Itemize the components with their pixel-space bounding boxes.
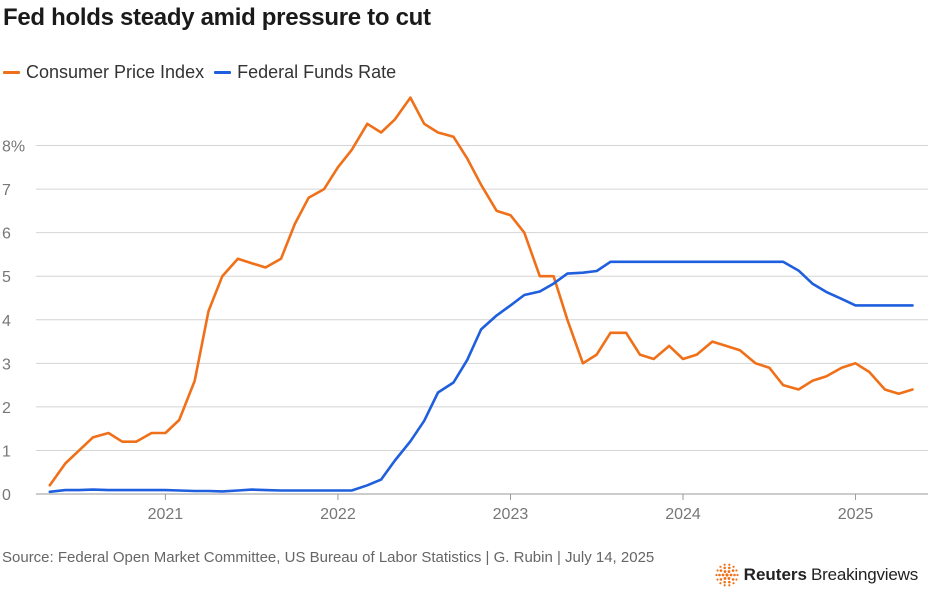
brand-product: Breakingviews [810, 565, 918, 584]
brand-name: Reuters [743, 565, 807, 584]
logo-dot [731, 578, 735, 581]
legend-label-cpi: Consumer Price Index [26, 62, 205, 82]
series-line-federal-funds-rate [48, 260, 914, 494]
y-tick-label: 2 [2, 400, 11, 417]
logo-dot [732, 573, 736, 577]
logo-dot [736, 573, 739, 577]
legend-label-fed-funds: Federal Funds Rate [237, 62, 397, 82]
logo-dot [719, 569, 722, 572]
gridlines [36, 145, 928, 495]
y-tick-label: 6 [2, 226, 11, 243]
reuters-dot-logo-icon [715, 563, 739, 587]
legend-swatch-cpi [3, 71, 20, 74]
logo-dot [735, 569, 738, 572]
logo-dot [727, 577, 731, 580]
y-axis-tick-labels: 0 1 2 3 4 5 6 7 8% [2, 139, 25, 504]
source-footnote: Source: Federal Open Market Committee, U… [2, 549, 655, 566]
y-tick-label: 0 [2, 487, 11, 504]
legend: Consumer Price Index Federal Funds Rate [3, 62, 406, 83]
logo-dot [727, 584, 731, 587]
chart-title: Fed holds steady amid pressure to cut [3, 4, 431, 31]
logo-dot [727, 566, 731, 570]
logo-dot [725, 573, 729, 577]
logo-dot [719, 578, 722, 581]
logo-dot [727, 563, 731, 566]
logo-dot [723, 570, 727, 573]
logo-dot [719, 582, 722, 585]
logo-dot [732, 565, 735, 568]
x-tick-label: 2021 [148, 506, 184, 523]
logo-dot [731, 569, 735, 572]
logo-dot [729, 573, 733, 577]
logo-dot [723, 584, 726, 587]
logo-dot [717, 573, 721, 577]
logo-dot [716, 578, 719, 581]
y-tick-label: 3 [2, 356, 11, 373]
brand-logo: Reuters Breakingviews [715, 563, 918, 587]
x-tick-label: 2023 [493, 506, 529, 523]
y-tick-label: 7 [2, 182, 11, 199]
x-axis-ticks: 2021 2022 2023 2024 2025 [148, 494, 874, 523]
legend-item-cpi: Consumer Price Index [3, 62, 204, 83]
logo-dot [715, 573, 718, 577]
logo-dot [732, 582, 735, 585]
y-tick-label: 8% [2, 139, 25, 156]
y-tick-label: 4 [2, 313, 11, 330]
logo-dot [727, 570, 731, 573]
series-line-consumer-price-index [48, 96, 914, 487]
y-tick-label: 1 [2, 443, 11, 460]
logo-dot [716, 569, 719, 572]
logo-dot [735, 578, 738, 581]
logo-dot [723, 577, 727, 580]
logo-dot [727, 580, 731, 584]
logo-dot [723, 563, 726, 566]
x-tick-label: 2025 [838, 506, 874, 523]
x-tick-label: 2022 [320, 506, 356, 523]
series-lines [48, 96, 914, 494]
logo-dot [721, 573, 725, 577]
logo-dot [723, 580, 726, 584]
y-tick-label: 5 [2, 269, 11, 286]
legend-swatch-fed-funds [214, 71, 232, 74]
logo-dot [723, 566, 726, 570]
legend-item-fed-funds: Federal Funds Rate [214, 62, 396, 83]
x-tick-label: 2024 [665, 506, 701, 523]
logo-dot [719, 565, 722, 568]
